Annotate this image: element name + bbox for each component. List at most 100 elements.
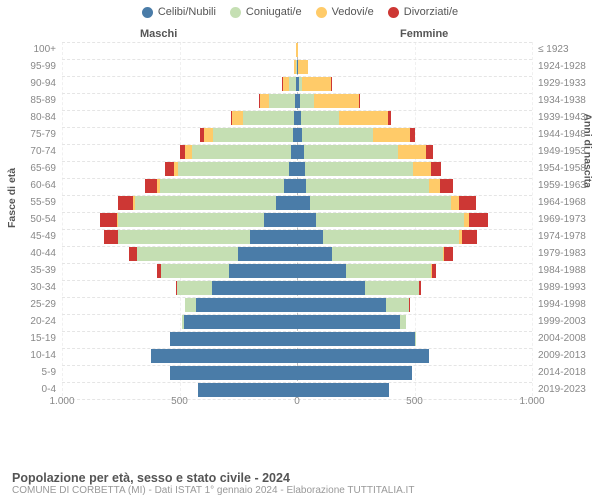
bar-row (62, 94, 532, 108)
bar-female (297, 213, 488, 227)
bar-segment-single (297, 383, 389, 397)
bar-segment-widowed (204, 128, 213, 142)
age-label: 15-19 (30, 333, 56, 344)
bar-row (62, 162, 532, 176)
bar-row (62, 128, 532, 142)
birth-year-label: 2019-2023 (538, 384, 586, 395)
plot-area: 100+≤ 192395-991924-192890-941929-193385… (62, 42, 532, 422)
bar-segment-married (135, 196, 276, 210)
bar-segment-married (289, 77, 296, 91)
bar-segment-divorced (388, 111, 390, 125)
bar-male (170, 332, 297, 346)
birth-year-label: 1979-1983 (538, 248, 586, 259)
header-females: Femmine (400, 28, 448, 40)
x-tick-label: 0 (294, 396, 300, 407)
bar-segment-single (238, 247, 297, 261)
birth-year-label: 1964-1968 (538, 197, 586, 208)
legend-item: Coniugati/e (230, 6, 302, 18)
chart-source: COMUNE DI CORBETTA (MI) - Dati ISTAT 1° … (12, 485, 414, 496)
bar-male (185, 298, 297, 312)
bar-segment-widowed (339, 111, 388, 125)
legend-label: Divorziati/e (404, 6, 458, 18)
bar-male (129, 247, 297, 261)
birth-year-label: 1924-1928 (538, 61, 586, 72)
bar-segment-single (250, 230, 297, 244)
bar-female (297, 179, 453, 193)
chart-title: Popolazione per età, sesso e stato civil… (12, 471, 414, 485)
bar-female (297, 111, 391, 125)
bar-segment-divorced (426, 145, 433, 159)
bar-segment-married (213, 128, 293, 142)
age-label: 40-44 (30, 248, 56, 259)
birth-year-label: 1939-1943 (538, 112, 586, 123)
bar-female (297, 145, 433, 159)
bar-segment-single (198, 383, 297, 397)
bar-segment-single (297, 366, 412, 380)
bar-segment-single (297, 315, 400, 329)
population-pyramid-chart: Maschi Femmine Fasce di età Anni di nasc… (0, 28, 600, 448)
bar-segment-single (297, 230, 323, 244)
bar-segment-single (297, 179, 306, 193)
bar-segment-divorced (419, 281, 421, 295)
bar-row (62, 383, 532, 397)
bar-male (182, 315, 297, 329)
bar-segment-divorced (444, 247, 453, 261)
bar-segment-married (306, 179, 428, 193)
legend-item: Celibi/Nubili (142, 6, 216, 18)
bar-segment-divorced (462, 230, 477, 244)
bar-segment-widowed (451, 196, 459, 210)
y-axis-left-title: Fasce di età (6, 168, 18, 228)
bar-male (104, 230, 297, 244)
bar-segment-single (297, 162, 305, 176)
bar-segment-married (400, 315, 405, 329)
bar-segment-single (297, 281, 365, 295)
x-tick-label: 500 (171, 396, 188, 407)
birth-year-label: 1999-2003 (538, 316, 586, 327)
bar-row (62, 247, 532, 261)
legend-swatch (142, 7, 153, 18)
bar-segment-divorced (431, 162, 440, 176)
bar-segment-married (118, 230, 250, 244)
bar-segment-divorced (104, 230, 118, 244)
legend-item: Vedovi/e (316, 6, 374, 18)
bar-segment-single (297, 332, 415, 346)
bar-male (231, 111, 297, 125)
legend-swatch (388, 7, 399, 18)
bar-female (297, 230, 477, 244)
bar-segment-married (178, 162, 288, 176)
birth-year-label: 2004-2008 (538, 333, 586, 344)
bar-segment-single (297, 247, 332, 261)
age-label: 95-99 (30, 61, 56, 72)
bar-male (170, 366, 297, 380)
bar-segment-married (300, 94, 314, 108)
bar-male (259, 94, 297, 108)
bar-segment-divorced (440, 179, 453, 193)
bar-female (297, 264, 436, 278)
birth-year-label: 1959-1963 (538, 180, 586, 191)
bar-segment-single (297, 196, 310, 210)
legend-swatch (230, 7, 241, 18)
bar-female (297, 383, 389, 397)
bar-row (62, 43, 532, 57)
bar-row (62, 315, 532, 329)
bar-segment-married (177, 281, 212, 295)
bar-segment-married (323, 230, 459, 244)
bar-female (297, 315, 406, 329)
bar-segment-divorced (409, 298, 410, 312)
birth-year-label: 1954-1958 (538, 163, 586, 174)
age-label: 0-4 (42, 384, 56, 395)
bar-female (297, 349, 429, 363)
birth-year-label: 1934-1938 (538, 95, 586, 106)
bar-segment-single (289, 162, 297, 176)
bar-segment-widowed (232, 111, 243, 125)
legend-label: Coniugati/e (246, 6, 302, 18)
bar-segment-single (297, 298, 386, 312)
age-label: 90-94 (30, 78, 56, 89)
birth-year-label: 1989-1993 (538, 282, 586, 293)
bar-segment-married (137, 247, 238, 261)
age-label: 5-9 (42, 367, 56, 378)
birth-year-label: 1969-1973 (538, 214, 586, 225)
bar-segment-married (185, 298, 196, 312)
bar-segment-married (316, 213, 464, 227)
bar-male (157, 264, 297, 278)
